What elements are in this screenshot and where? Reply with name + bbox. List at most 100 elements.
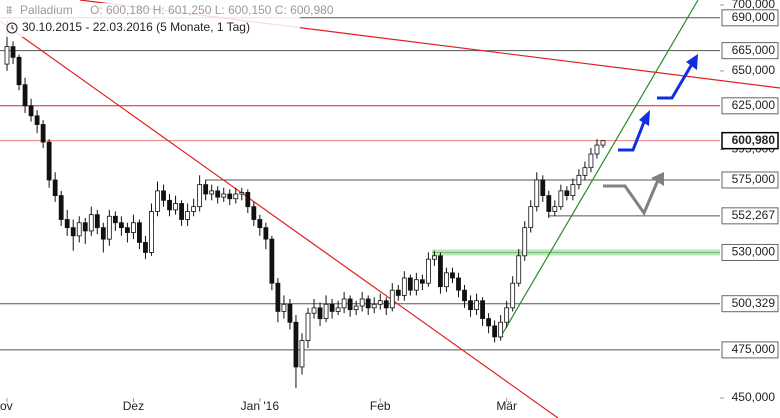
candle-body — [444, 272, 449, 288]
x-tick-label: Nov — [0, 399, 13, 413]
candle-body — [209, 190, 215, 195]
level-label-box — [721, 97, 779, 115]
candle-body — [52, 179, 58, 196]
candle-body — [269, 238, 275, 284]
level-label: 665,000 — [732, 43, 776, 57]
candle-body — [58, 195, 64, 220]
level-label-box — [721, 9, 779, 27]
ohlc-info: O: 600,180 H: 601,250 L: 600,150 C: 600,… — [90, 3, 334, 17]
candle-body — [227, 193, 233, 200]
level-label-box — [721, 42, 779, 60]
header-icon: ⩩ — [6, 3, 13, 17]
candle-body — [4, 46, 10, 65]
candle-body — [155, 190, 160, 212]
arrow — [618, 121, 646, 152]
candle-body — [576, 174, 582, 186]
candle-body — [173, 203, 178, 211]
candle-body — [221, 193, 227, 198]
candle-body — [40, 124, 46, 143]
candle-body — [546, 195, 552, 212]
candle-body — [10, 46, 16, 58]
candle-body — [371, 303, 377, 309]
candle-body — [353, 305, 359, 311]
trend-line — [499, 0, 699, 339]
candle-body — [233, 193, 239, 200]
candle-body — [432, 255, 437, 260]
candle-body — [143, 242, 148, 253]
candle-body — [179, 203, 184, 220]
candle-body — [149, 211, 154, 253]
candle-body — [401, 277, 407, 296]
level-label: 575,000 — [732, 172, 776, 186]
level-label-box — [721, 341, 779, 359]
x-tick-label: Feb — [370, 399, 391, 413]
candle-body — [540, 179, 546, 196]
candle-body — [323, 303, 329, 320]
candle-body — [474, 300, 479, 311]
y-tick-label: 450,000 — [732, 390, 776, 404]
candle-body — [450, 272, 455, 279]
candle-body — [305, 312, 311, 341]
level-label-box — [721, 243, 779, 261]
candle-body — [131, 222, 136, 233]
candle-body — [100, 227, 106, 240]
candle-body — [185, 211, 191, 220]
candle-body — [588, 153, 594, 169]
level-label-box — [721, 295, 779, 313]
candle-body — [28, 105, 34, 117]
candle-body — [197, 184, 203, 208]
candle-body — [347, 298, 353, 311]
level-label: 552,267 — [732, 208, 776, 222]
arrow-head — [639, 110, 650, 126]
trend-line — [0, 20, 559, 418]
level-label-box — [721, 131, 779, 150]
candle-body — [359, 298, 365, 307]
candle-body — [395, 289, 401, 296]
subtitle: 30.10.2015 - 22.03.2016 (5 Monate, 1 Tag… — [22, 20, 250, 34]
level-label-box — [721, 207, 779, 225]
candle-body — [191, 206, 197, 212]
candle-body — [293, 321, 299, 368]
candle-body — [46, 141, 52, 181]
candle-body — [462, 289, 467, 302]
candle-body — [582, 167, 588, 176]
candle-body — [522, 227, 528, 257]
candle-body — [64, 219, 70, 229]
candle-body — [419, 279, 425, 284]
candle-body — [34, 115, 40, 125]
candle-body — [70, 227, 76, 237]
level-label-box — [721, 171, 779, 189]
candle-body — [425, 258, 431, 284]
level-label: 690,000 — [732, 10, 776, 24]
candle-body — [558, 190, 564, 208]
candle-body — [456, 277, 461, 291]
clock-hand — [11, 25, 15, 30]
arrow-head — [651, 172, 664, 186]
candle-body — [510, 282, 516, 309]
candle-body — [251, 206, 257, 220]
candle-body — [383, 300, 389, 309]
candle-body — [281, 303, 287, 312]
candle-body — [88, 214, 94, 232]
candle-body — [528, 206, 534, 229]
candle-body — [275, 282, 281, 312]
candle-body — [486, 318, 492, 327]
candle-body — [263, 227, 269, 240]
level-label: 600,980 — [732, 133, 776, 147]
candle-body — [299, 340, 305, 368]
candle-body — [564, 190, 570, 196]
candle-body — [161, 190, 166, 201]
candle-body — [365, 298, 371, 309]
candle-body — [480, 300, 485, 320]
candle-body — [16, 56, 22, 86]
candle-body — [377, 300, 383, 305]
candle-body — [22, 84, 28, 107]
candle-body — [106, 215, 112, 240]
candle-body — [203, 184, 209, 195]
candle-body — [468, 300, 473, 311]
candle-body — [570, 184, 576, 196]
instrument: Palladium — [20, 3, 73, 17]
